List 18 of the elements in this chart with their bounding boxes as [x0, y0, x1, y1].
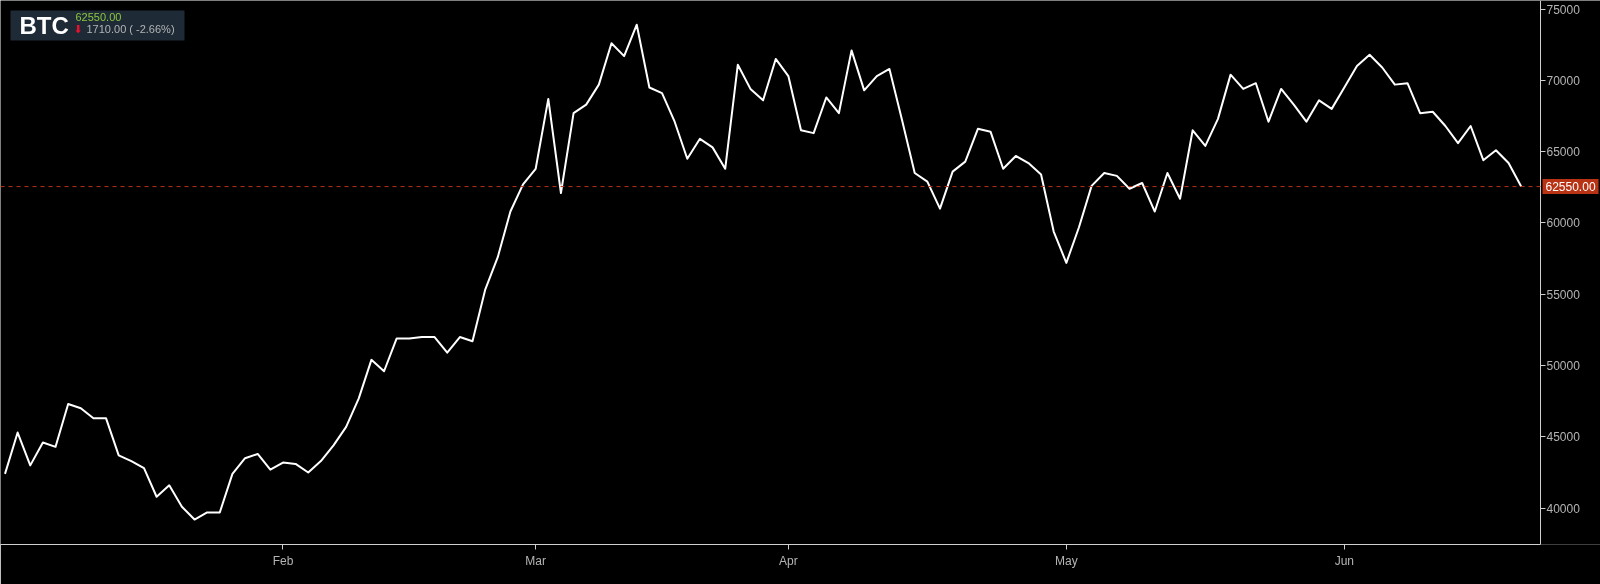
y-tick-label: 45000 — [1546, 430, 1581, 445]
annotation: 1710.00 ( -2.66%) — [86, 23, 175, 35]
y-tick-label: 50000 — [1546, 359, 1581, 374]
text: 62550.00 — [75, 10, 122, 23]
x-tick-label: Mar — [525, 553, 547, 568]
y-tick-label: 40000 — [1546, 501, 1581, 516]
y-tick-label: 55000 — [1546, 287, 1581, 302]
x-tick-label: May — [1055, 553, 1078, 568]
y-tick-label: 60000 — [1546, 216, 1581, 231]
y-tick-label: 70000 — [1546, 73, 1581, 88]
y-tick-label: 65000 — [1546, 145, 1581, 160]
x-tick-label: Apr — [779, 553, 798, 568]
text: BTC — [19, 12, 69, 39]
x-tick-label: Jun — [1334, 553, 1354, 568]
y-tick-label: 75000 — [1546, 2, 1581, 17]
ref-line-label: 62550.00 — [1545, 180, 1596, 195]
annotation: ⬇ — [73, 22, 83, 36]
x-tick-label: Feb — [272, 553, 294, 568]
